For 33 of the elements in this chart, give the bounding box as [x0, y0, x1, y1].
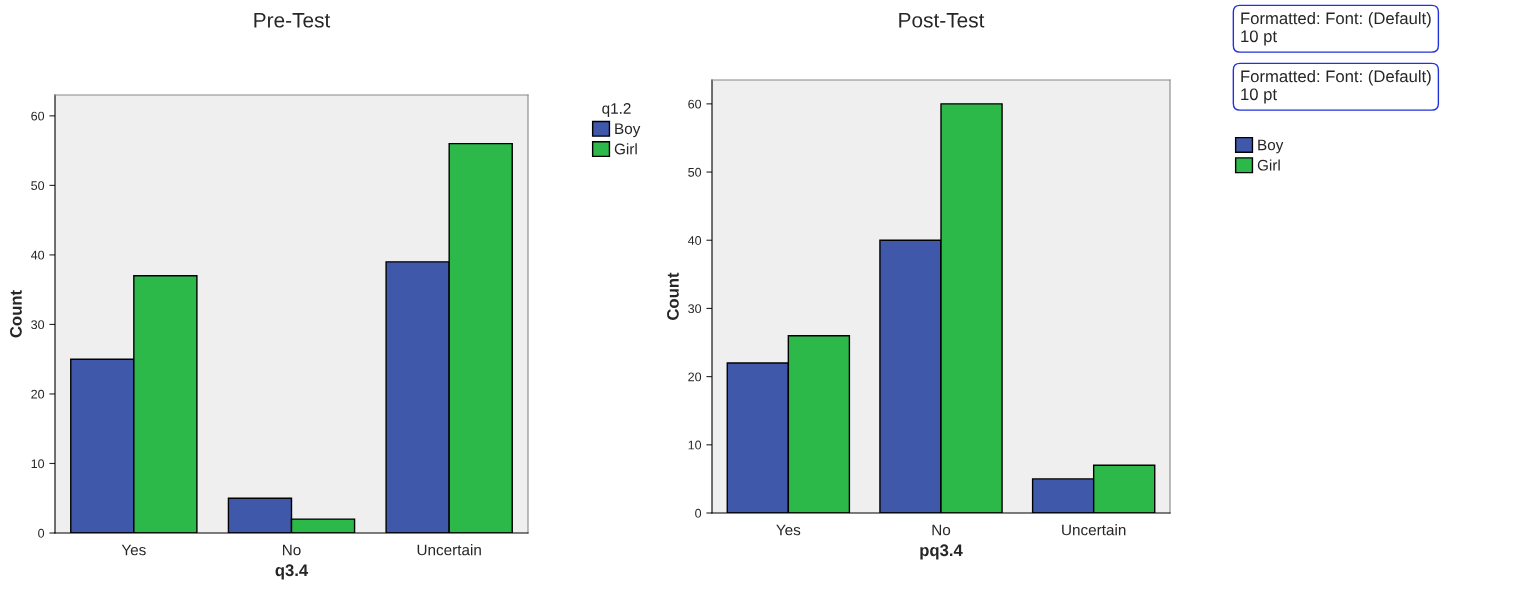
- x-tick-label: Uncertain: [1062, 524, 1126, 536]
- y-tick-label: 50: [31, 181, 45, 191]
- y-axis-title: Count: [10, 290, 22, 338]
- y-tick-label: 40: [30, 250, 45, 260]
- legend-label: Boy: [1258, 139, 1284, 154]
- legend-title: q1.2: [602, 103, 631, 117]
- y-tick-label: 50: [688, 167, 702, 177]
- x-tick-label: No: [282, 544, 301, 556]
- y-tick-label: 10: [31, 459, 45, 469]
- legend-label: Boy: [615, 123, 641, 138]
- y-tick-label: 0: [38, 528, 45, 538]
- y-tick-label: 60: [688, 99, 702, 109]
- y-tick-label: 40: [687, 236, 702, 245]
- legend-label: Girl: [614, 143, 637, 155]
- x-axis-title: pq3.4: [920, 544, 963, 560]
- text: Formatted: Font: (Default) 10 pt: [1241, 70, 1431, 104]
- y-tick-label: 20: [31, 389, 45, 399]
- y-tick-label: 30: [31, 320, 45, 330]
- chart-title: Pre-Test: [254, 13, 331, 28]
- x-tick-label: Uncertain: [417, 544, 481, 556]
- y-tick-label: 20: [688, 372, 702, 382]
- y-tick-label: 0: [695, 508, 702, 518]
- x-axis-title: q3.4: [275, 564, 309, 580]
- chart-title: Post-Test: [899, 13, 985, 28]
- x-tick-label: No: [932, 524, 951, 536]
- x-tick-label: Yes: [121, 544, 146, 556]
- legend-label: Girl: [1257, 159, 1280, 171]
- y-tick-label: 30: [688, 304, 702, 314]
- y-tick-label: 10: [688, 440, 702, 450]
- x-tick-label: Yes: [776, 524, 801, 536]
- text: Formatted: Font: (Default) 10 pt: [1241, 12, 1431, 46]
- y-axis-title: Count: [667, 272, 679, 320]
- y-tick-label: 60: [31, 111, 45, 121]
